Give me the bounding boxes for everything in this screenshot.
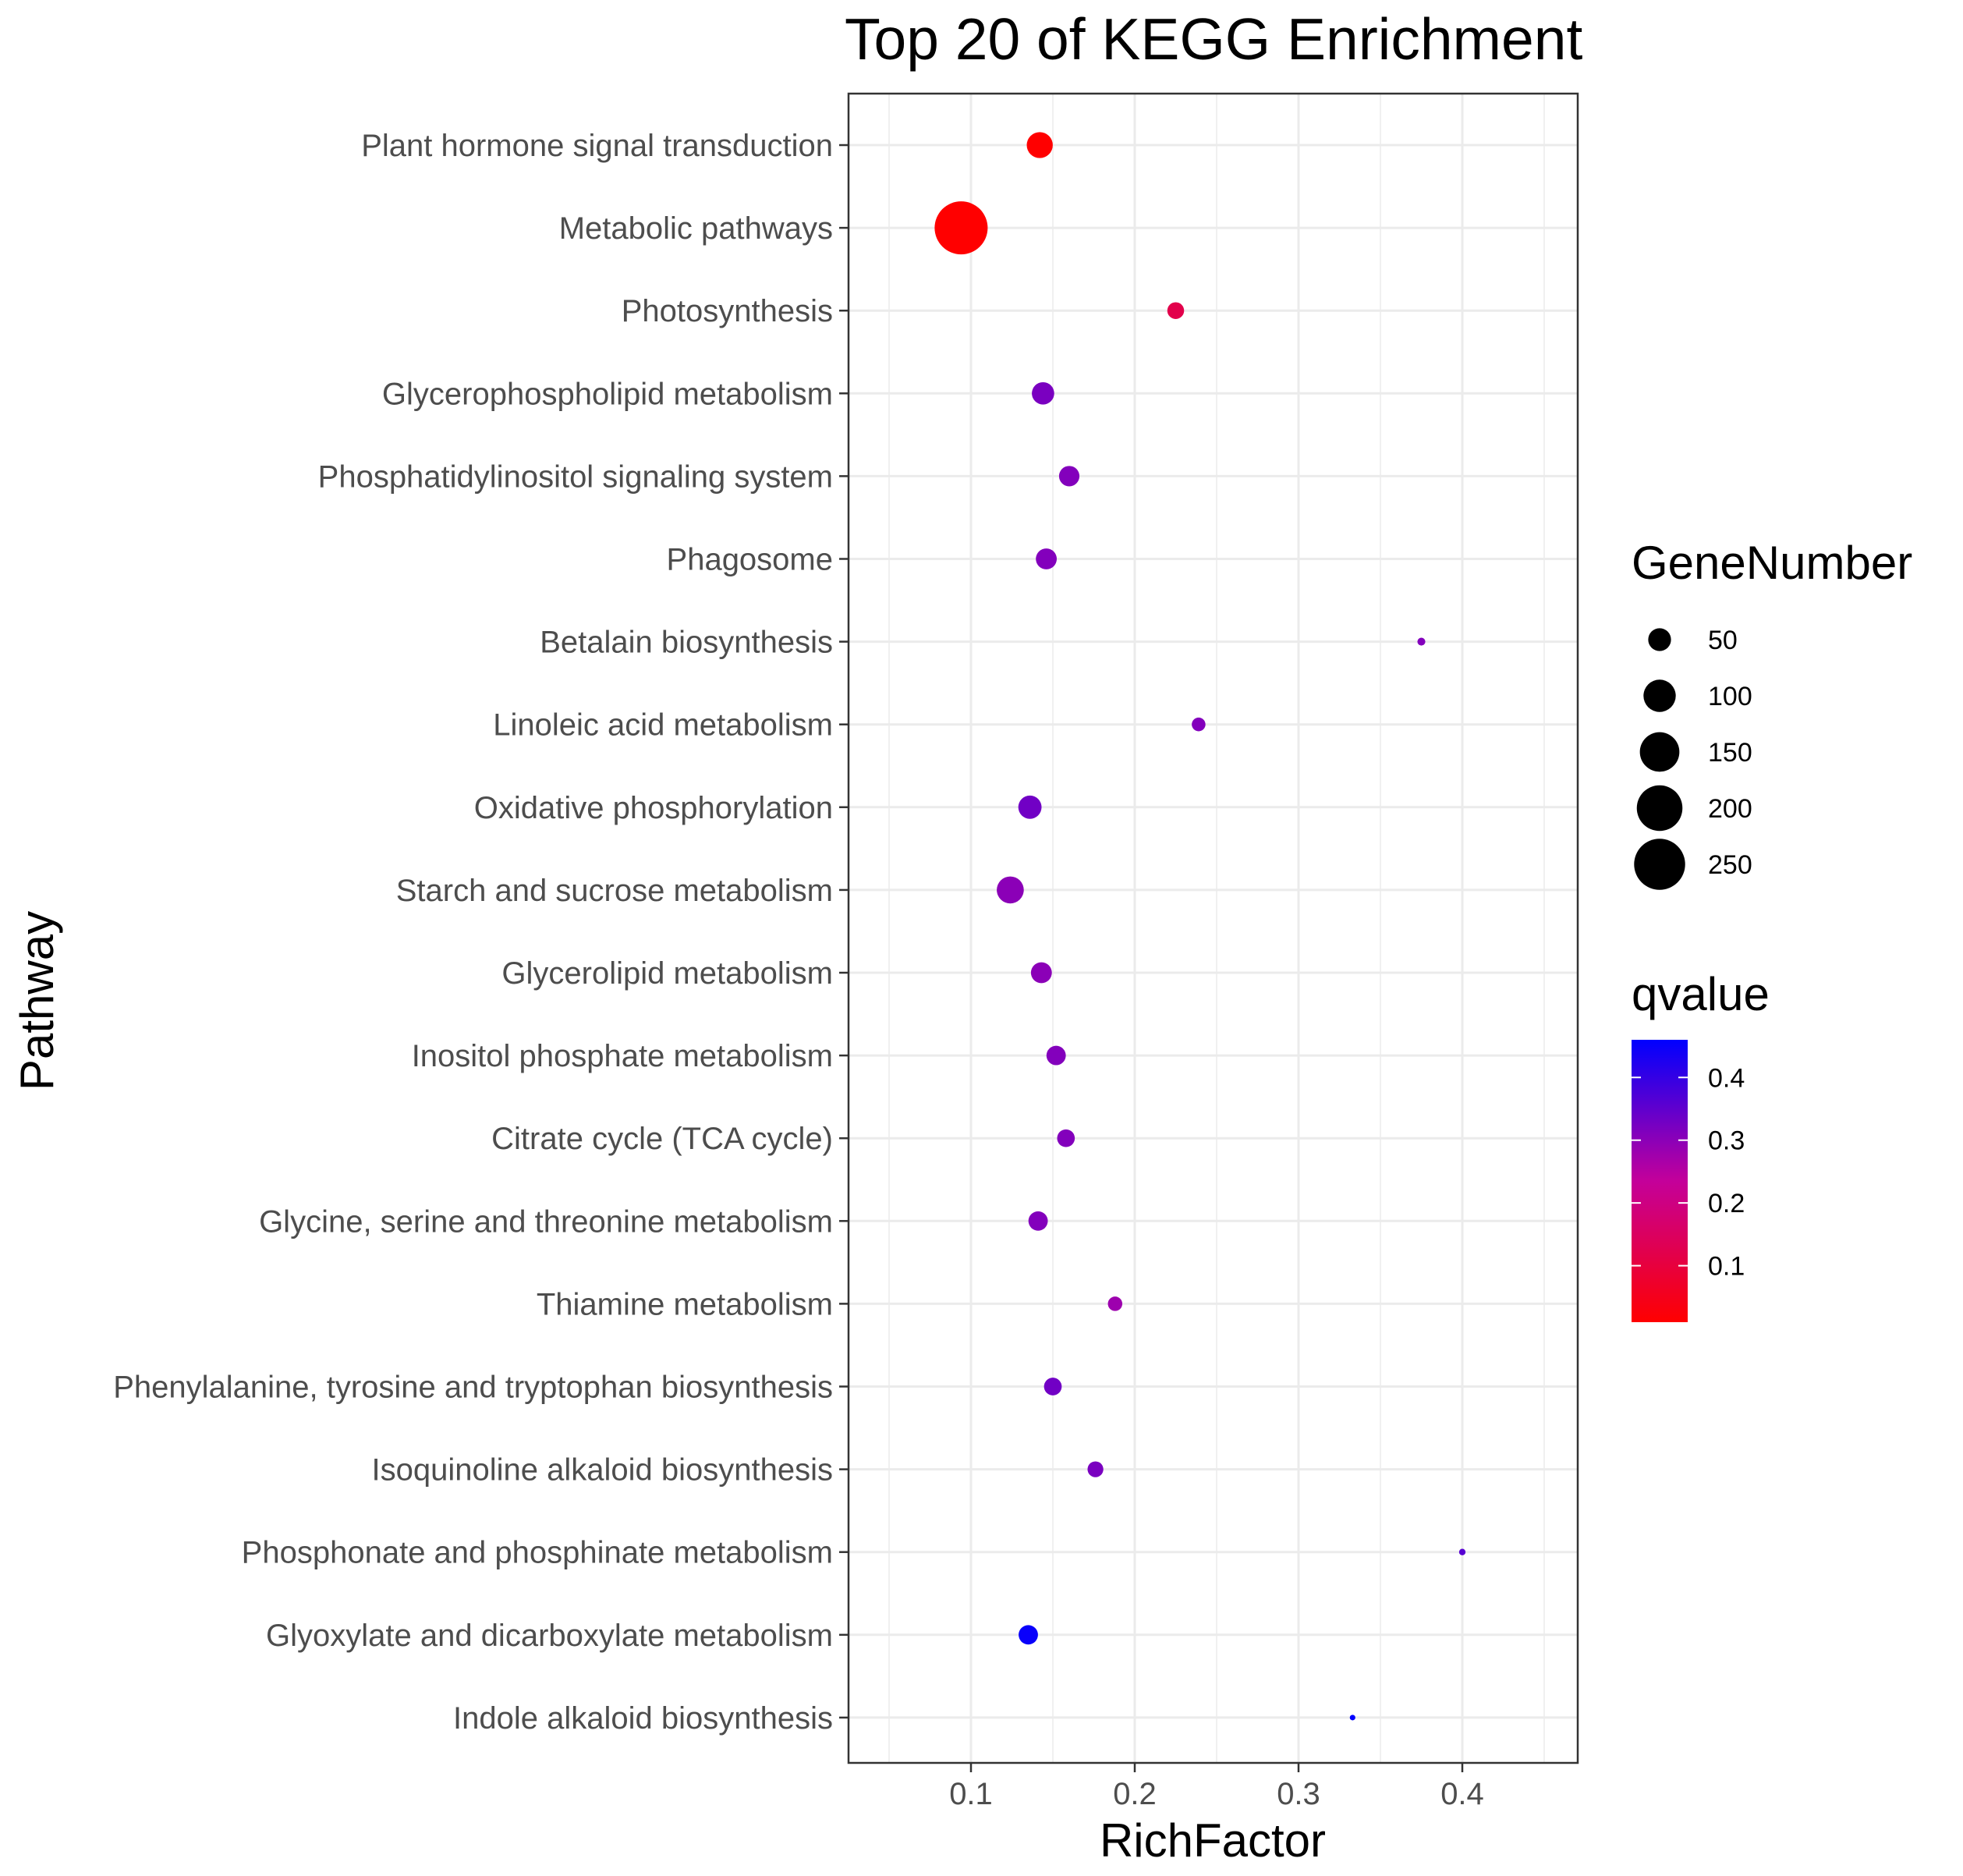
- x-tick-label: 0.4: [1440, 1777, 1484, 1811]
- data-point: [1030, 962, 1052, 984]
- data-points: [934, 132, 1466, 1721]
- y-tick-label: Metabolic pathways: [559, 211, 833, 246]
- size-legend-label: 50: [1708, 626, 1738, 655]
- y-tick-label: Thiamine metabolism: [537, 1287, 833, 1321]
- y-tick-label: Linoleic acid metabolism: [493, 708, 833, 743]
- x-axis: 0.1 0.2 0.3 0.4: [949, 1763, 1484, 1811]
- data-point: [997, 876, 1024, 904]
- y-tick-label: Starch and sucrose metabolism: [396, 874, 833, 908]
- y-tick-label: Glycerolipid metabolism: [501, 956, 833, 991]
- data-point: [1026, 132, 1053, 158]
- plot-panel-border: [847, 92, 1579, 1764]
- y-tick-label: Inositol phosphate metabolism: [412, 1039, 833, 1073]
- chart-title: Top 20 of KEGG Enrichment: [845, 6, 1582, 72]
- data-point: [1028, 1211, 1048, 1231]
- data-point: [1057, 1129, 1075, 1147]
- color-legend-label: 0.1: [1708, 1252, 1745, 1282]
- data-point: [1458, 1548, 1466, 1555]
- y-tick-label: Glycine, serine and threonine metabolism: [259, 1204, 833, 1239]
- size-legend-label: 100: [1708, 682, 1752, 711]
- y-tick-label: Oxidative phosphorylation: [474, 791, 833, 825]
- y-tick-label: Glyoxylate and dicarboxylate metabolism: [266, 1619, 833, 1653]
- y-axis-title: Pathway: [11, 911, 63, 1090]
- size-legend-key: [1636, 785, 1683, 832]
- data-point: [1018, 795, 1042, 819]
- size-legend-key: [1648, 628, 1671, 651]
- y-tick-label: Phenylalanine, tyrosine and tryptophan b…: [113, 1371, 833, 1405]
- x-tick-label: 0.3: [1277, 1777, 1320, 1811]
- size-legend-label: 200: [1708, 794, 1752, 824]
- x-tick-label: 0.2: [1113, 1777, 1157, 1811]
- data-point: [1192, 717, 1206, 732]
- data-point: [1044, 1378, 1062, 1395]
- y-tick-label: Phosphonate and phosphinate metabolism: [242, 1536, 833, 1570]
- size-legend-key: [1639, 732, 1680, 772]
- data-point: [1417, 637, 1426, 646]
- color-legend-bar: [1632, 1040, 1688, 1322]
- data-point: [1058, 466, 1080, 487]
- x-axis-title: RichFactor: [1100, 1814, 1326, 1867]
- data-point: [1036, 548, 1058, 569]
- grid-layer: [849, 94, 1578, 1763]
- size-legend-label: 150: [1708, 738, 1752, 768]
- y-tick-label: Citrate cycle (TCA cycle): [491, 1122, 833, 1156]
- size-legend-key: [1643, 679, 1676, 712]
- color-legend-title: qvalue: [1632, 968, 1770, 1020]
- y-tick-label: Betalain biosynthesis: [540, 626, 833, 660]
- y-tick-label: Phosphatidylinositol signaling system: [318, 459, 833, 494]
- size-legend-title: GeneNumber: [1632, 537, 1912, 589]
- data-point: [1167, 302, 1185, 319]
- color-legend: qvalue 0.1 0.2 0.3 0.4: [1632, 968, 1770, 1322]
- data-point: [1349, 1715, 1355, 1721]
- y-tick-label: Phagosome: [667, 543, 833, 577]
- data-point: [1087, 1461, 1104, 1477]
- data-point: [934, 201, 988, 255]
- size-legend-label: 250: [1708, 850, 1752, 880]
- y-tick-label: Plant hormone signal transduction: [361, 129, 833, 163]
- data-point: [1046, 1045, 1066, 1066]
- size-legend-key: [1634, 839, 1685, 890]
- color-legend-label: 0.4: [1708, 1063, 1745, 1093]
- y-tick-label: Indole alkaloid biosynthesis: [453, 1701, 833, 1736]
- x-tick-label: 0.1: [949, 1777, 993, 1811]
- data-point: [1019, 1625, 1038, 1645]
- y-tick-label: Photosynthesis: [622, 294, 833, 328]
- color-legend-label: 0.3: [1708, 1126, 1745, 1156]
- size-legend: GeneNumber 50 100 150 200 250: [1632, 537, 1912, 890]
- y-axis: Plant hormone signal transduction Metabol…: [113, 129, 849, 1736]
- color-legend-label: 0.2: [1708, 1189, 1745, 1218]
- data-point: [1107, 1296, 1123, 1311]
- data-point: [1032, 381, 1054, 405]
- y-tick-label: Glycerophospholipid metabolism: [382, 377, 833, 411]
- y-tick-label: Isoquinoline alkaloid biosynthesis: [372, 1453, 833, 1488]
